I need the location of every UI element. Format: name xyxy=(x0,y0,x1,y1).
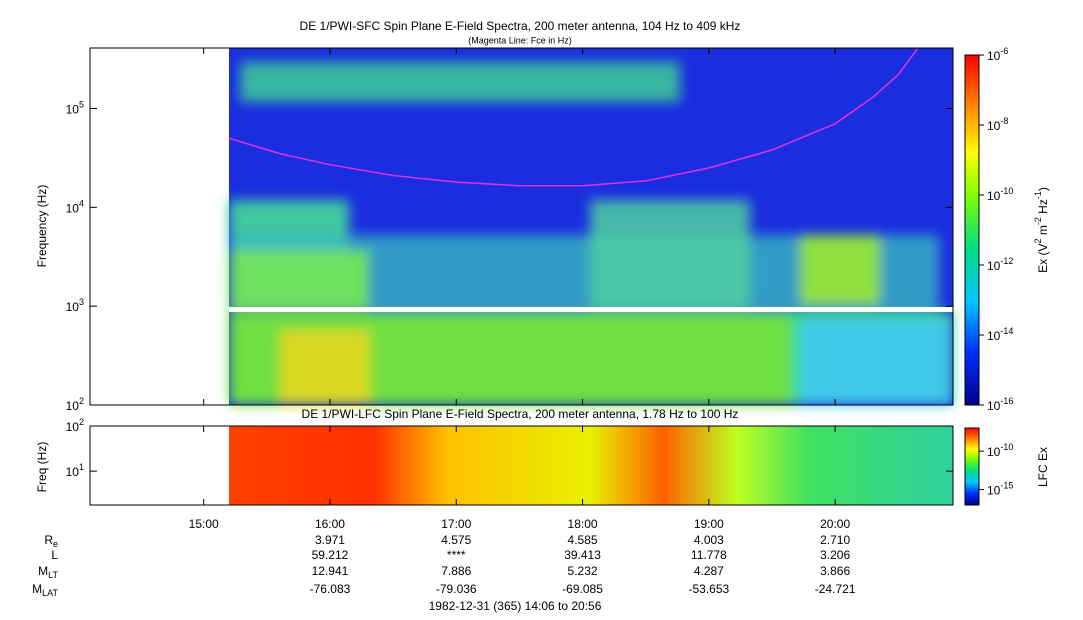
ephemeris-value: 2.710 xyxy=(820,533,850,547)
ephemeris-value: -53.653 xyxy=(688,582,729,596)
colorbar-tick-label: 10-12​ xyxy=(987,256,1013,273)
x-tick-label: 18:00 xyxy=(568,517,598,531)
ephemeris-label: MLT​ xyxy=(38,564,58,580)
ephemeris-value: -76.083 xyxy=(310,582,351,596)
ephemeris-value: 3.866 xyxy=(820,564,850,578)
ephemeris-value: 12.941 xyxy=(312,564,349,578)
ephemeris-label: L xyxy=(51,548,58,562)
ephemeris-value: 7.886 xyxy=(441,564,471,578)
ephemeris-label: Re​ xyxy=(44,533,58,549)
colorbar xyxy=(964,54,980,406)
y-tick-label: 102​ xyxy=(66,396,84,413)
ephemeris-value: 4.003 xyxy=(694,533,724,547)
ephemeris-value: **** xyxy=(447,548,466,562)
ephemeris-value: 5.232 xyxy=(568,564,598,578)
ephemeris-value: 4.585 xyxy=(568,533,598,547)
ephemeris-value: 4.575 xyxy=(441,533,471,547)
x-tick-label: 16:00 xyxy=(315,517,345,531)
spectrogram-image xyxy=(229,48,953,505)
ephemeris-value: -69.085 xyxy=(562,582,603,596)
y-tick-label: 105​ xyxy=(66,100,84,117)
chart-title: DE 1/PWI-SFC Spin Plane E-Field Spectra,… xyxy=(300,19,741,33)
chart-subtitle: (Magenta Line: Fce in Hz) xyxy=(468,35,572,45)
y-tick-label: 102​ xyxy=(66,417,84,434)
colorbar-tick-label: 10-14​ xyxy=(987,326,1013,343)
y-tick-label: 103​ xyxy=(66,298,84,315)
colorbar-label: LFC Ex xyxy=(1036,447,1050,487)
colorbar-tick-label: 10-8​ xyxy=(987,116,1008,133)
x-tick-label: 15:00 xyxy=(189,517,219,531)
colorbar-label: Ex (V2​ m-2​ Hz-1​) xyxy=(1033,187,1050,273)
x-tick-label: 17:00 xyxy=(441,517,471,531)
x-tick-label: 19:00 xyxy=(694,517,724,531)
y-axis-label: Frequency (Hz) xyxy=(35,185,49,268)
colorbar-tick-label: 10-16​ xyxy=(987,396,1013,413)
y-tick-label: 101​ xyxy=(66,463,84,480)
ephemeris-value: 4.287 xyxy=(694,564,724,578)
ephemeris-value: 59.212 xyxy=(312,548,349,562)
footer: 1982-12-31 (365) 14:06 to 20:56 xyxy=(429,599,602,613)
x-tick-label: 20:00 xyxy=(820,517,850,531)
ephemeris-label: MLAT​ xyxy=(32,582,58,598)
colorbar-tick-label: 10-6​ xyxy=(987,46,1008,63)
y-tick-label: 104​ xyxy=(66,199,84,216)
plot-frame xyxy=(89,425,954,506)
colorbar-tick-label: 10-10​ xyxy=(987,186,1013,203)
colorbar xyxy=(964,427,980,506)
ephemeris-value: -24.721 xyxy=(815,582,856,596)
ephemeris-value: 11.778 xyxy=(691,548,727,562)
chart-title: DE 1/PWI-LFC Spin Plane E-Field Spectra,… xyxy=(302,407,739,421)
y-axis-label: Freq (Hz) xyxy=(35,442,49,493)
ephemeris-value: 3.971 xyxy=(315,533,345,547)
plot-frame xyxy=(89,47,954,406)
fce-line xyxy=(228,48,918,187)
ephemeris-value: 3.206 xyxy=(820,548,850,562)
colorbar-tick-label: 10-15​ xyxy=(987,481,1013,498)
ephemeris-value: -79.036 xyxy=(436,582,477,596)
ephemeris-value: 39.413 xyxy=(564,548,601,562)
colorbar-tick-label: 10-10​ xyxy=(987,442,1013,459)
